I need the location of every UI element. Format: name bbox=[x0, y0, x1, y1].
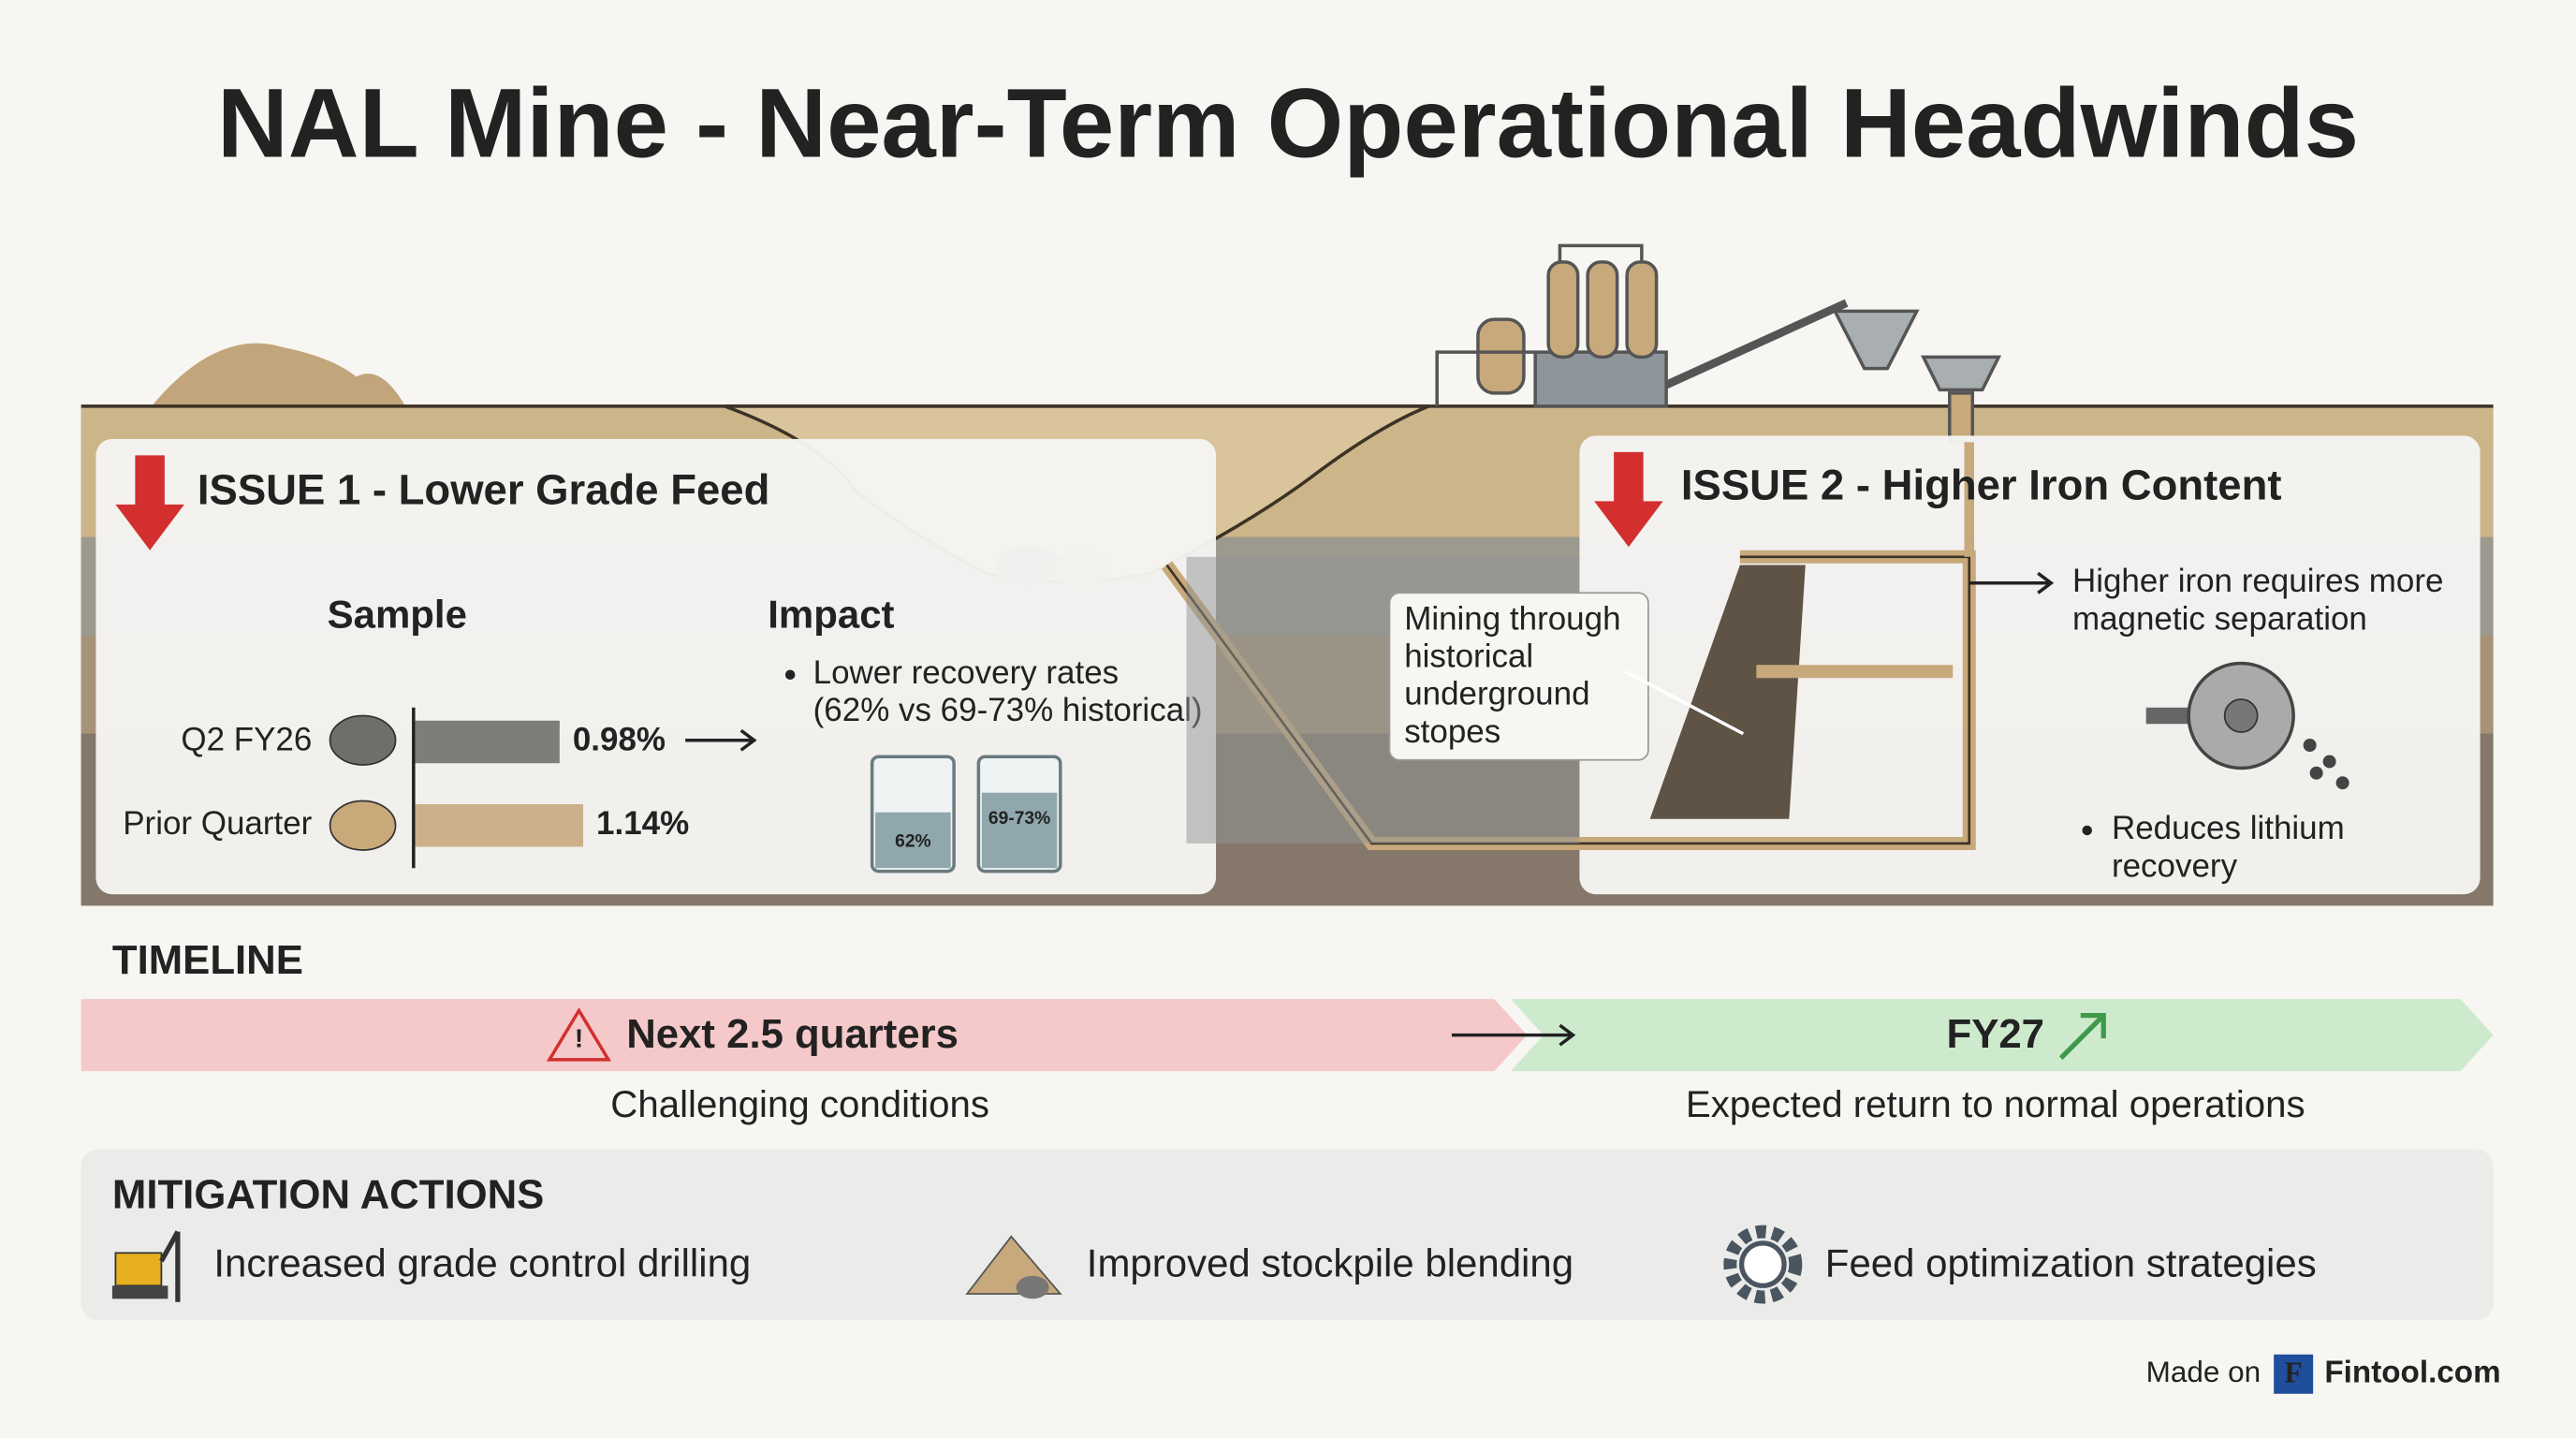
bar bbox=[415, 720, 560, 764]
down-arrow-icon bbox=[1594, 451, 1663, 548]
bar-label: 0.98% bbox=[573, 722, 666, 758]
callout-line-text: historical bbox=[1404, 638, 1533, 675]
phase-label: Next 2.5 quarters bbox=[626, 1011, 959, 1057]
timeline-phase-bar bbox=[80, 999, 1528, 1072]
bullet-line: Reduces lithium bbox=[2112, 810, 2345, 846]
arrow bbox=[1451, 1023, 1576, 1047]
brand-logo-letter: F bbox=[2285, 1357, 2303, 1389]
mitigation-heading: MITIGATION ACTIONS bbox=[112, 1171, 544, 1217]
timeline-phase-bar bbox=[1510, 999, 2494, 1072]
rock-icon bbox=[329, 800, 397, 851]
mitigation-action: Feed optimization strategies bbox=[1825, 1240, 2317, 1284]
callout-box bbox=[1388, 592, 1649, 761]
phase-caption: Expected return to normal operations bbox=[1686, 1083, 2305, 1125]
mitigation-action: Improved stockpile blending bbox=[1087, 1240, 1573, 1284]
beaker-icons bbox=[870, 755, 1062, 873]
callout-line bbox=[1624, 669, 1745, 736]
brand: Fintool.com bbox=[2324, 1356, 2500, 1390]
phase-caption: Challenging conditions bbox=[610, 1083, 989, 1125]
stockpile-icon bbox=[965, 1235, 1062, 1299]
arrow bbox=[685, 728, 757, 752]
sample-name: Prior Quarter bbox=[123, 805, 312, 842]
impact-header: Impact bbox=[768, 593, 894, 637]
bullet bbox=[2082, 825, 2092, 836]
rock-icon bbox=[329, 714, 397, 766]
magnetic-separator-icon bbox=[2145, 661, 2349, 790]
note-line: magnetic separation bbox=[2072, 600, 2367, 637]
sample-header: Sample bbox=[328, 593, 467, 637]
title: NAL Mine - Near-Term Operational Headwin… bbox=[217, 69, 2359, 179]
gear-icon bbox=[1723, 1225, 1803, 1304]
down-arrow-icon bbox=[115, 455, 184, 550]
trend-up-icon bbox=[2058, 1013, 2106, 1060]
arrow bbox=[1969, 571, 2055, 594]
bar-label: 1.14% bbox=[596, 805, 689, 842]
issue2-title: ISSUE 2 - Higher Iron Content bbox=[1681, 461, 2282, 508]
drill-icon bbox=[111, 1230, 181, 1302]
bullet-line: recovery bbox=[2112, 847, 2238, 884]
mitigation-panel bbox=[80, 1150, 2494, 1321]
callout-line-text: underground bbox=[1404, 676, 1589, 712]
processing-plant bbox=[1435, 243, 2002, 445]
impact-line: (62% vs 69-73% historical) bbox=[813, 692, 1203, 728]
issue1-title: ISSUE 1 - Lower Grade Feed bbox=[198, 466, 769, 514]
bullet bbox=[784, 669, 796, 681]
sample-name: Q2 FY26 bbox=[181, 722, 312, 758]
brand-logo bbox=[2274, 1354, 2314, 1394]
warning-mark: ! bbox=[575, 1023, 583, 1052]
bar bbox=[415, 803, 584, 847]
warning-icon bbox=[546, 1006, 612, 1062]
timeline-heading: TIMELINE bbox=[112, 937, 303, 983]
phase-label: FY27 bbox=[1947, 1011, 2045, 1057]
callout-line-text: Mining through bbox=[1404, 600, 1620, 637]
callout-line-text: stopes bbox=[1404, 713, 1500, 750]
made-on: Made on bbox=[2146, 1356, 2261, 1388]
mitigation-action: Increased grade control drilling bbox=[213, 1240, 751, 1284]
impact-line: Lower recovery rates bbox=[813, 654, 1120, 691]
note-line: Higher iron requires more bbox=[2072, 563, 2443, 599]
beaker-label: 62% bbox=[895, 831, 930, 851]
beaker-label: 69-73% bbox=[988, 809, 1050, 829]
